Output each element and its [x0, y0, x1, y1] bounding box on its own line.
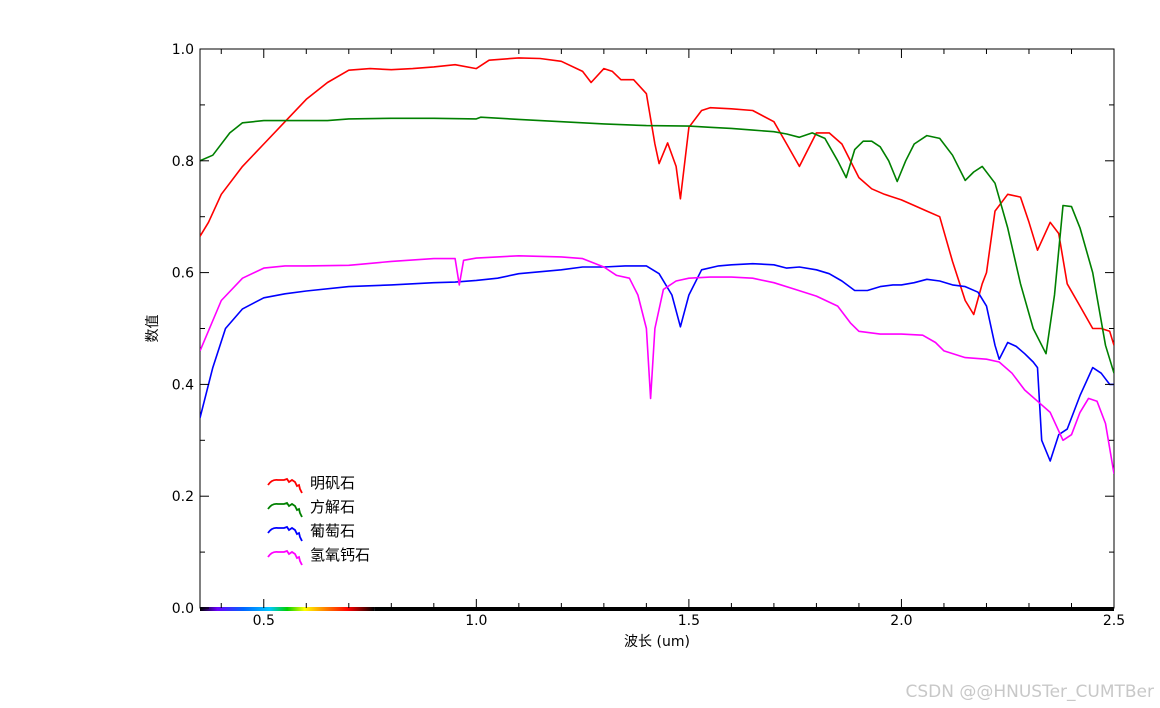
- y-tick-label: 0.2: [172, 489, 194, 505]
- series-layer: [200, 57, 1114, 474]
- y-tick-label: 0.0: [172, 601, 194, 617]
- legend-label: 明矾石: [310, 474, 355, 492]
- legend-entry: 葡萄石: [267, 522, 355, 542]
- axis-layer: 0.5 1.0 1.5 2.0 2.5 0.0 0.2 0.4 0.6 0.8 1.0 波长 (um)…: [145, 42, 1125, 650]
- y-axis-title: 数值: [145, 315, 161, 343]
- x-tick-label: 1.0: [465, 613, 487, 629]
- series-line-2: [200, 116, 1114, 374]
- plot-area: [199, 48, 1115, 609]
- y-tick-label: 0.4: [172, 377, 194, 393]
- x-tick-label: 2.0: [890, 613, 912, 629]
- infrared-band: [374, 607, 1114, 611]
- plot-frame: [199, 48, 1115, 609]
- watermark: CSDN @@HNUSTer_CUMTBer: [905, 682, 1154, 702]
- y-tick-label: 1.0: [172, 42, 194, 58]
- series-line-4: [200, 255, 1114, 474]
- x-tick-label: 1.5: [678, 613, 700, 629]
- legend-label: 葡萄石: [310, 522, 355, 540]
- x-tick-label: 0.5: [253, 613, 275, 629]
- x-axis-title: 波长 (um): [624, 634, 690, 650]
- legend-entry: 方解石: [267, 498, 355, 518]
- legend-line-swatch: [267, 501, 303, 518]
- x-tick-label: 2.5: [1103, 613, 1125, 629]
- legend-line-swatch: [267, 549, 303, 566]
- legend-label: 氢氧钙石: [310, 546, 370, 564]
- series-line-3: [200, 262, 1114, 462]
- series-line-1: [200, 57, 1114, 346]
- legend-entry: 明矾石: [267, 474, 355, 494]
- y-tick-label: 0.8: [172, 154, 194, 170]
- legend-entry: 氢氧钙石: [267, 546, 370, 566]
- visible-spectrum-band: [200, 607, 375, 611]
- legend-line-swatch: [267, 525, 303, 542]
- y-tick-label: 0.6: [172, 266, 194, 282]
- legend-label: 方解石: [310, 498, 355, 516]
- legend-line-swatch: [267, 477, 303, 494]
